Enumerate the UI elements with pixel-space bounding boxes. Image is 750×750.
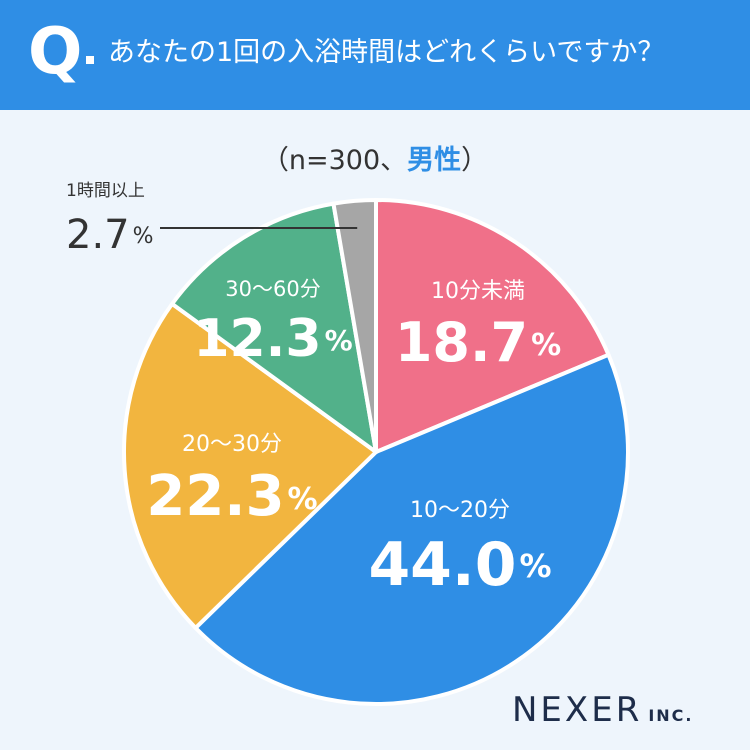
slice-label-20-30: 20〜30分 xyxy=(182,432,282,457)
slice-label-30-60: 30〜60分 xyxy=(225,277,320,301)
q-dot xyxy=(86,56,94,64)
pie-slice-over-60 xyxy=(331,198,378,454)
sample-suffix: ） xyxy=(461,145,489,176)
q-mark: Q xyxy=(28,15,83,89)
question-text: あなたの1回の入浴時間はどれくらいですか？ xyxy=(108,37,665,68)
pie-slice-20-30 xyxy=(122,301,378,630)
slice-value-over-60: 2.7% xyxy=(66,212,154,258)
slice-value-10-20: 44.0% xyxy=(368,530,551,600)
pie-slice-10-20 xyxy=(193,352,630,706)
slice-value-20-30: 22.3% xyxy=(146,464,317,529)
slice-label-over-60: 1時間以上 xyxy=(66,181,145,201)
sample-size-label: （n=300、男性） xyxy=(0,138,750,177)
sample-prefix: （n=300、 xyxy=(261,145,408,176)
sample-gender: 男性 xyxy=(407,145,462,176)
slice-label-10-20: 10〜20分 xyxy=(410,498,510,523)
logo-sub: INC. xyxy=(648,706,694,725)
pie-slice-under-10 xyxy=(374,198,611,454)
question-header: Q あなたの1回の入浴時間はどれくらいですか？ xyxy=(0,0,750,110)
slice-value-30-60: 12.3% xyxy=(193,309,352,369)
slice-value-under-10: 18.7% xyxy=(395,311,561,374)
nexer-logo: NEXER INC. xyxy=(512,690,694,730)
logo-main: NEXER xyxy=(512,690,643,730)
slice-label-under-10: 10分未満 xyxy=(431,279,525,304)
pie-slice-30-60 xyxy=(170,201,378,454)
